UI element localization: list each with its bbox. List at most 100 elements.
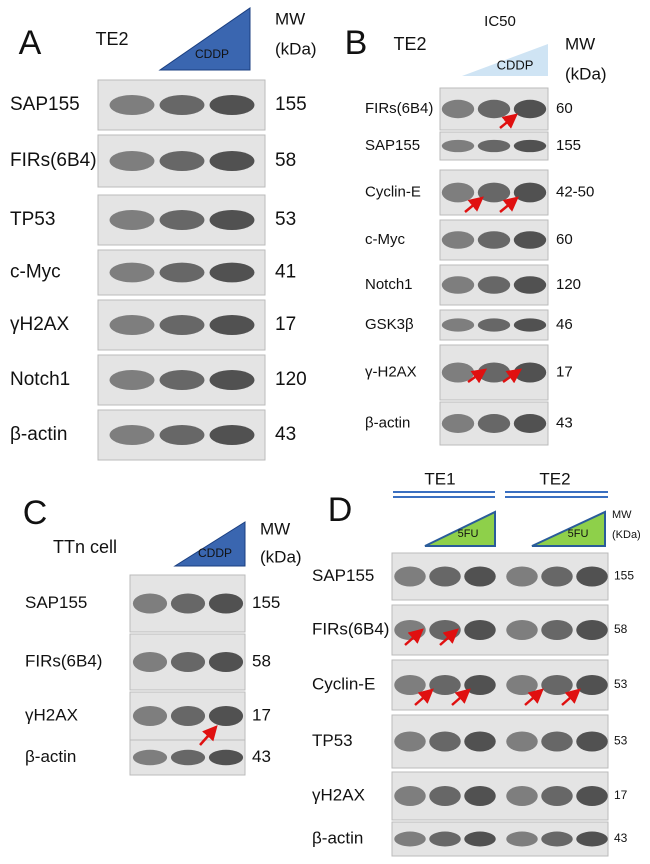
protein-label: Cyclin-E — [312, 674, 375, 693]
band — [464, 731, 496, 752]
band — [159, 315, 205, 335]
band — [464, 566, 496, 587]
protein-label: β-actin — [10, 424, 67, 445]
mw-value: 46 — [556, 316, 573, 333]
band — [477, 182, 511, 203]
band — [394, 566, 426, 587]
band — [132, 749, 168, 766]
band — [477, 414, 511, 433]
protein-label: SAP155 — [312, 566, 374, 585]
band — [541, 675, 573, 695]
band — [394, 731, 426, 752]
protein-label: Notch1 — [365, 276, 413, 293]
band — [109, 151, 155, 171]
protein-label: FIRs(6B4) — [25, 651, 102, 670]
band — [159, 151, 205, 171]
band — [209, 95, 255, 115]
protein-label: β-actin — [25, 747, 76, 766]
band — [576, 831, 608, 847]
mw-value: 41 — [275, 262, 296, 283]
band — [576, 786, 608, 806]
band — [477, 99, 511, 119]
mw-value: 43 — [275, 424, 296, 445]
mw-header: MW — [275, 9, 305, 28]
mw-value: 155 — [614, 569, 634, 583]
band — [208, 652, 244, 672]
band — [441, 362, 475, 383]
band — [159, 262, 205, 283]
band — [170, 593, 206, 614]
band — [170, 652, 206, 672]
band — [541, 786, 573, 806]
band — [477, 276, 511, 294]
mw-value: 155 — [275, 94, 307, 115]
mw-value: 120 — [556, 276, 581, 293]
mw-value: 120 — [275, 369, 307, 390]
band — [132, 706, 168, 726]
mw-value: 17 — [614, 788, 628, 802]
mw-value: 53 — [614, 677, 628, 691]
panel-label: A — [19, 24, 42, 62]
mw-value: 43 — [252, 747, 271, 766]
band — [109, 210, 155, 230]
mw-value: 53 — [614, 734, 628, 748]
band — [576, 620, 608, 640]
band — [541, 566, 573, 587]
treatment: CDDP — [198, 546, 232, 560]
panel-label: D — [328, 491, 353, 529]
treatment: CDDP — [497, 57, 534, 72]
mw-header: (kDa) — [260, 547, 302, 566]
protein-label: GSK3β — [365, 316, 414, 333]
cell-line: TTn cell — [53, 537, 117, 557]
band — [429, 731, 461, 752]
band — [441, 99, 475, 119]
mw-value: 60 — [556, 100, 573, 117]
mw-value: 17 — [252, 705, 271, 724]
mw-header: MW — [565, 34, 595, 53]
mw-header: (kDa) — [275, 39, 317, 58]
band — [506, 731, 538, 752]
protein-label: SAP155 — [25, 593, 87, 612]
band — [429, 566, 461, 587]
triangle — [173, 521, 246, 567]
triangle — [531, 510, 606, 547]
band — [109, 425, 155, 445]
protein-label: β-actin — [365, 414, 410, 431]
group-label: TE1 — [424, 469, 455, 488]
triangle — [462, 44, 548, 76]
band — [209, 425, 255, 445]
band — [159, 425, 205, 445]
band — [576, 731, 608, 752]
panel-label: C — [23, 494, 48, 532]
band — [441, 414, 475, 433]
protein-label: SAP155 — [10, 94, 80, 115]
triangle — [158, 7, 251, 71]
band — [429, 675, 461, 695]
mw-value: 155 — [252, 593, 280, 612]
band — [208, 749, 244, 766]
treatment: 5FU — [458, 528, 479, 540]
band — [506, 786, 538, 806]
band — [159, 95, 205, 115]
band — [109, 262, 155, 283]
band — [513, 182, 547, 203]
protein-label: Cyclin-E — [365, 183, 421, 200]
band — [209, 315, 255, 335]
mw-value: 58 — [275, 150, 296, 171]
mw-value: 42-50 — [556, 183, 594, 200]
band — [209, 262, 255, 283]
protein-label: γH2AX — [10, 314, 69, 335]
band — [209, 210, 255, 230]
band — [441, 182, 475, 203]
band — [132, 652, 168, 672]
mw-value: 155 — [556, 137, 581, 154]
protein-label: FIRs(6B4) — [10, 150, 97, 171]
band — [429, 831, 461, 847]
band — [576, 675, 608, 695]
group-label: TE2 — [539, 469, 570, 488]
mw-value: 43 — [556, 414, 573, 431]
band — [464, 675, 496, 695]
treatment: CDDP — [195, 47, 229, 61]
